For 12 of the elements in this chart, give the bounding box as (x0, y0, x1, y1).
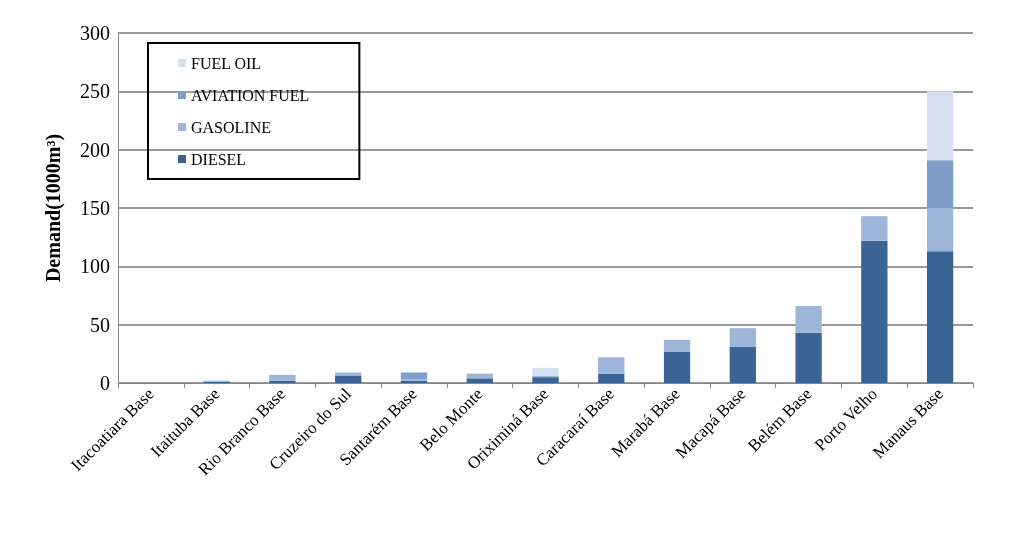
y-tick-label: 0 (100, 372, 110, 394)
y-axis-title: Demand(1000m³) (42, 133, 65, 283)
y-tick-label: 250 (80, 80, 110, 103)
legend-label: GASOLINE (191, 118, 271, 136)
y-tick-label: 300 (80, 22, 110, 44)
legend-label: FUEL OIL (191, 54, 262, 72)
legend-label: AVIATION FUEL (191, 86, 310, 104)
y-tick-label: 150 (80, 197, 110, 219)
y-tick-label: 200 (80, 138, 110, 161)
y-tick-label: 50 (90, 313, 110, 336)
legend-label: DIESEL (191, 150, 247, 168)
y-tick-label: 100 (80, 255, 110, 278)
